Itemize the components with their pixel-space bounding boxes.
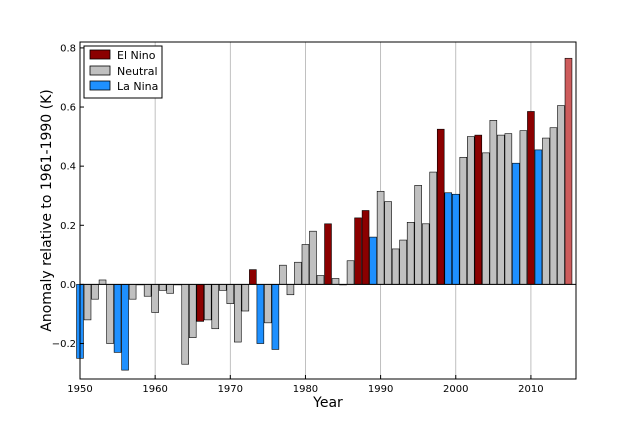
bar-2000	[452, 193, 460, 285]
bar-1951	[83, 284, 92, 321]
legend-label-neutral: Neutral	[117, 65, 158, 78]
bar-1972	[241, 284, 250, 312]
bar-2012	[542, 137, 550, 285]
bar-1965	[188, 284, 197, 338]
legend-swatch-el-nino	[89, 49, 111, 60]
x-axis-ticks: 1950 1960 1970 1980 1990 2000 2010	[67, 375, 544, 395]
bar-1977	[279, 264, 287, 285]
bar-1956	[121, 284, 129, 371]
x-axis-label: Year	[312, 395, 343, 411]
y-tick-label: 0.4	[60, 162, 76, 173]
bar-1964	[181, 284, 189, 365]
x-tick-label-2010: 2010	[518, 384, 543, 395]
bar-1984	[331, 278, 340, 285]
bar-1968	[211, 284, 220, 330]
y-tick-label: 0.2	[60, 221, 76, 232]
bar-1988	[361, 210, 370, 285]
bar-2010	[527, 111, 535, 285]
bar-2006	[497, 134, 505, 285]
bar-2007	[504, 133, 513, 285]
bar-1954	[106, 284, 114, 344]
y-axis-label: Anomaly relative to 1961-1990 (K)	[39, 89, 55, 331]
bar-1982	[316, 275, 325, 285]
bar-1983	[324, 223, 332, 285]
bar-1966	[196, 284, 204, 322]
bar-1998	[436, 128, 445, 285]
bar-1953	[98, 279, 107, 285]
bar-1973	[249, 269, 257, 285]
bar-1976	[271, 284, 280, 350]
bar-1986	[346, 260, 355, 285]
bar-2002	[467, 136, 475, 285]
bar-1995	[414, 185, 422, 285]
bar-2009	[519, 130, 528, 285]
bar-1978	[286, 284, 295, 296]
x-tick-label-1990: 1990	[368, 384, 393, 395]
bar-1952	[91, 284, 99, 300]
legend-label-el-nino: El Nino	[117, 49, 156, 62]
bar-1994	[406, 222, 415, 285]
legend: El Nino Neutral La Nina	[83, 45, 163, 99]
bar-1961	[158, 284, 167, 291]
x-tick-label-2000: 2000	[443, 384, 468, 395]
bar-1959	[143, 284, 152, 297]
bar-2004	[482, 152, 490, 285]
bar-1980	[301, 244, 310, 285]
bar-1970	[226, 284, 235, 304]
bar-2005	[489, 120, 498, 285]
bar-2014	[557, 105, 565, 285]
bar-1955	[113, 284, 122, 353]
bar-1974	[256, 284, 265, 344]
bar-1957	[128, 284, 137, 300]
bar-2015	[564, 57, 573, 285]
bar-1996	[421, 223, 430, 285]
plot-frame	[79, 41, 577, 380]
bar-1989	[369, 236, 377, 285]
bar-1962	[166, 284, 174, 294]
bar-2013	[549, 127, 558, 285]
bar-2001	[459, 156, 468, 285]
y-axis-ticks: −0.2 0.0 0.2 0.4 0.6 0.8	[52, 43, 84, 350]
bar-1990	[376, 190, 385, 285]
legend-label-la-nina: La Nina	[117, 80, 158, 93]
bar-1997	[429, 171, 437, 285]
y-tick-label: −0.2	[52, 339, 76, 350]
bar-1979	[294, 261, 302, 285]
legend-swatch-la-nina	[89, 80, 111, 91]
bar-1971	[234, 284, 242, 343]
y-tick-label: 0.8	[60, 43, 76, 54]
bar-1960	[151, 284, 159, 313]
bar-2008	[512, 162, 520, 285]
bar-2003	[474, 134, 483, 285]
bar-1999	[444, 192, 452, 285]
x-tick-label-1960: 1960	[142, 384, 167, 395]
x-tick-label-1950: 1950	[67, 384, 92, 395]
bar-1991	[384, 201, 392, 285]
bar-1967	[204, 284, 212, 321]
x-tick-label-1970: 1970	[218, 384, 243, 395]
y-tick-label: 0.0	[60, 280, 76, 291]
bar-2011	[534, 149, 543, 285]
bar-1992	[391, 248, 400, 285]
y-tick-label: 0.6	[60, 103, 76, 114]
bar-1969	[219, 284, 227, 291]
bar-1993	[399, 239, 407, 285]
bar-1981	[309, 230, 317, 285]
bar-1987	[354, 217, 362, 285]
x-tick-label-1980: 1980	[293, 384, 318, 395]
bar-1975	[264, 284, 272, 324]
legend-swatch-neutral	[89, 65, 111, 76]
